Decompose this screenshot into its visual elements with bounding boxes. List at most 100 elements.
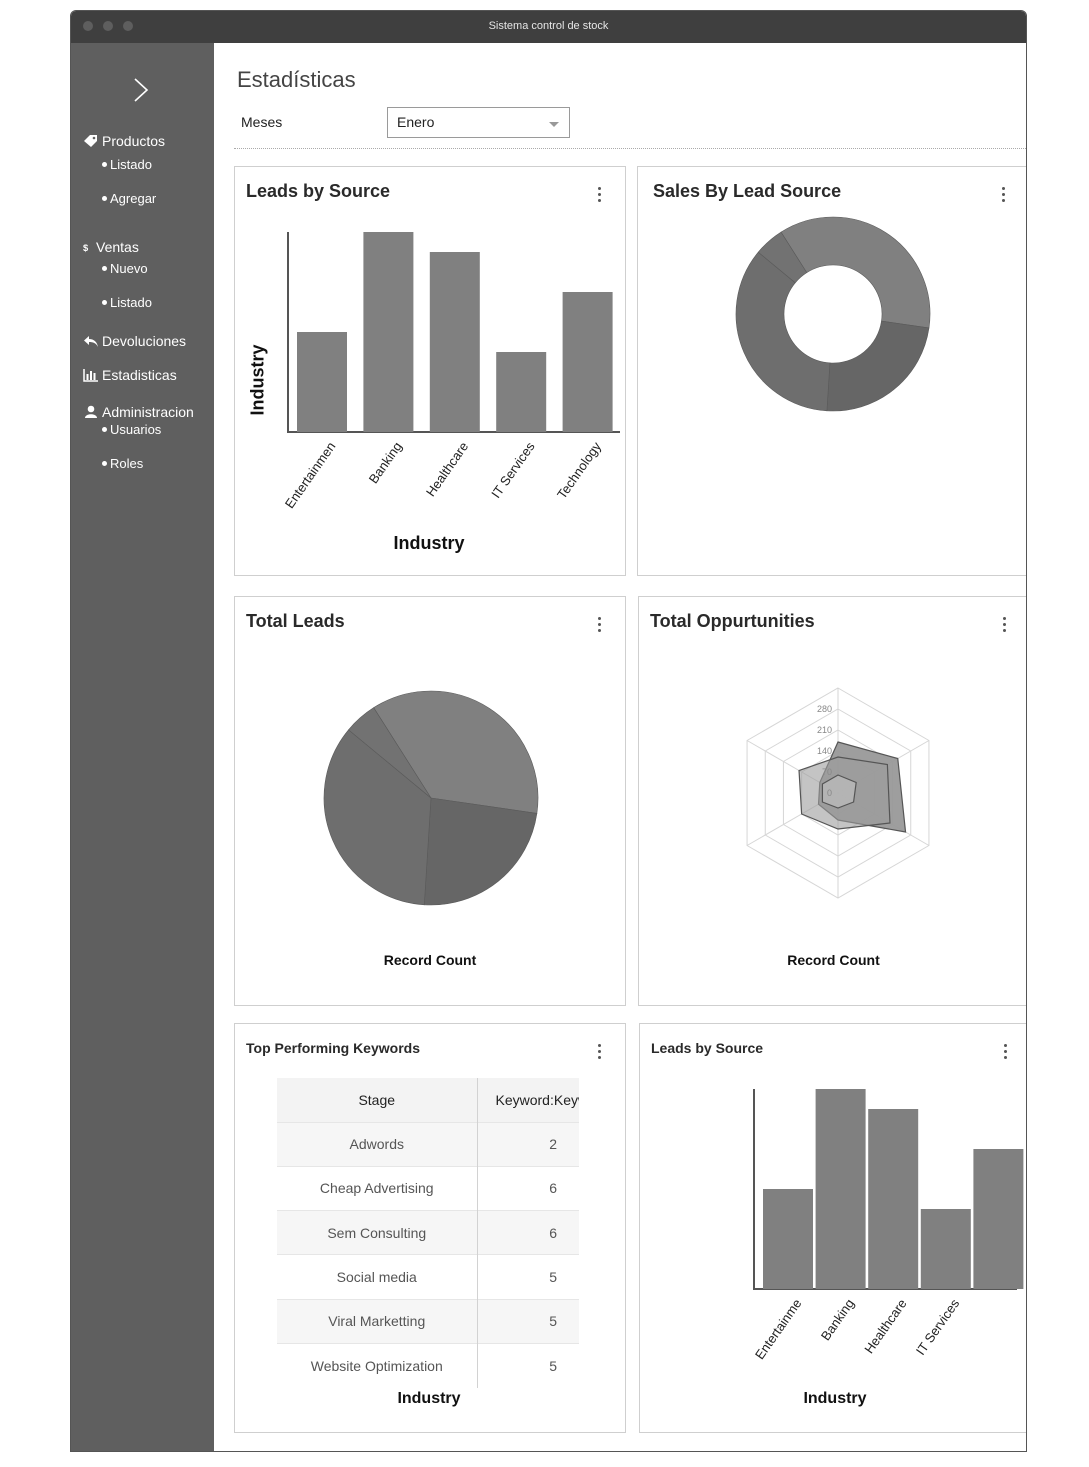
table-cell: Website Optimization [277,1343,478,1388]
card-leads-by-source-2: Leads by Source Entertainme Banking Health… [639,1023,1026,1433]
x-axis-title: Industry [803,1390,867,1407]
bar[interactable] [562,292,613,432]
bar[interactable] [496,352,547,432]
dollar-icon: $ [83,243,89,253]
sidebar-item-administracion[interactable]: Administracion [83,404,194,420]
bar[interactable] [763,1189,813,1289]
x-axis-title: Industry [393,533,465,553]
table-cell: Viral Marketting [277,1298,478,1344]
radar-chart: 0 70 140 210 280 [746,687,930,899]
bar[interactable] [297,332,347,432]
x-tick-label: Entertainmen [282,439,339,511]
radar-tick-label: 0 [827,788,832,798]
card-title: Top Performing Keywords [246,1040,420,1056]
radar-series[interactable] [821,774,857,809]
svg-text:$: $ [83,243,89,253]
keywords-table: Stage Keyword:Keyw Adwords 2 Cheap Advert… [277,1078,579,1388]
bar[interactable] [868,1109,919,1289]
bar[interactable] [815,1089,866,1289]
column-header[interactable]: Stage [277,1078,478,1122]
table-cell: 5 [477,1254,579,1300]
pie-slice[interactable] [735,251,831,412]
pie-slice[interactable] [757,231,808,284]
close-window-icon[interactable] [83,21,93,31]
radar-tick-label: 70 [822,767,832,777]
bar-chart: Entertainme Banking Healthcare IT Services [752,1089,1024,1362]
kebab-menu-icon[interactable] [595,1042,603,1064]
table-cell: 5 [477,1343,579,1388]
table-cell: Social media [277,1254,478,1300]
sidebar-subitem-productos-listado[interactable]: Listado [102,157,152,172]
user-icon [85,405,97,418]
pie-slice[interactable] [373,690,539,814]
sidebar-item-ventas[interactable]: $ Ventas [83,239,139,255]
pie-slice[interactable] [348,707,432,799]
card-title: Sales By Lead Source [653,181,842,201]
bar-chart-icon [83,369,98,382]
bar[interactable] [429,252,480,432]
title-bar: Sistema control de stock [71,11,1026,43]
pie-slice[interactable] [323,729,432,906]
card-title: Leads by Source [651,1040,764,1056]
sidebar-subitem-label: Listado [110,157,152,172]
minimize-window-icon[interactable] [103,21,113,31]
divider [234,148,1026,149]
x-tick-label: Healthcare [861,1296,909,1356]
kebab-menu-icon[interactable] [999,185,1007,207]
sidebar-subitem-label: Agregar [110,191,157,206]
bar[interactable] [920,1209,971,1289]
kebab-menu-icon[interactable] [1001,1042,1009,1064]
kebab-menu-icon[interactable] [1000,615,1008,637]
pie-slice[interactable] [826,320,930,412]
table-cell: Sem Consulting [277,1210,478,1255]
pie-slice[interactable] [780,216,931,329]
sidebar-item-productos[interactable]: Productos [83,133,165,149]
y-axis-title: Industry [247,344,268,416]
x-tick-label: Healthcare [423,439,471,499]
bar[interactable] [973,1149,1024,1289]
sidebar-subitem-label: Roles [110,456,144,471]
maximize-window-icon[interactable] [123,21,133,31]
sidebar-item-estadisticas[interactable]: Estadisticas [83,367,177,383]
x-tick-label: Banking [366,439,405,486]
chart-footer-label: Record Count [383,952,477,968]
chart-footer-label: Record Count [787,952,880,968]
table-row[interactable]: Social media 5 [277,1254,579,1300]
card-total-leads: Total Leads Record Count [234,596,626,1006]
x-tick-label: Entertainme [752,1296,804,1362]
card-total-opportunities: Total Oppurtunities 0 70 140 210 280 Record … [638,596,1026,1006]
kebab-menu-icon[interactable] [595,185,603,207]
table-row[interactable]: Sem Consulting 6 [277,1210,579,1255]
kebab-menu-icon[interactable] [595,615,603,637]
sidebar-subitem-label: Nuevo [110,261,148,276]
x-tick-label: Technology [554,439,604,502]
table-row[interactable]: Viral Marketting 5 [277,1298,579,1344]
table-row[interactable]: Adwords 2 [277,1121,579,1167]
sidebar-subitem-roles[interactable]: Roles [102,456,143,471]
chevron-right-icon[interactable] [130,77,152,103]
radar-tick-label: 280 [817,704,832,714]
sidebar-subitem-productos-agregar[interactable]: Agregar [102,191,156,206]
window-title: Sistema control de stock [488,20,609,32]
sidebar-item-label: Administracion [102,404,194,420]
table-row[interactable]: Website Optimization 5 [277,1343,579,1388]
bar[interactable] [363,232,414,432]
pie-slice[interactable] [423,797,538,906]
sidebar-item-devoluciones[interactable]: Devoluciones [83,333,186,349]
x-tick-label: IT Services [488,439,538,501]
reply-icon [84,336,98,347]
radar-tick-label: 210 [817,725,832,735]
card-title: Total Oppurtunities [650,611,815,631]
month-select[interactable]: Enero [387,107,570,138]
table-row[interactable]: Cheap Advertising 6 [277,1165,579,1211]
page-title: Estadísticas [237,67,356,92]
dropdown-caret-icon [549,122,559,127]
sidebar-subitem-usuarios[interactable]: Usuarios [102,422,161,437]
card-title: Leads by Source [246,181,391,201]
column-header[interactable]: Keyword:Keyw [477,1078,579,1122]
sidebar-subitem-ventas-nuevo[interactable]: Nuevo [102,261,148,276]
sidebar-subitem-ventas-listado[interactable]: Listado [102,295,152,310]
sidebar-item-label: Devoluciones [102,333,187,349]
bar-chart: Entertainmen Banking Healthcare IT Services… [282,232,620,511]
table-cell: Adwords [277,1121,478,1167]
